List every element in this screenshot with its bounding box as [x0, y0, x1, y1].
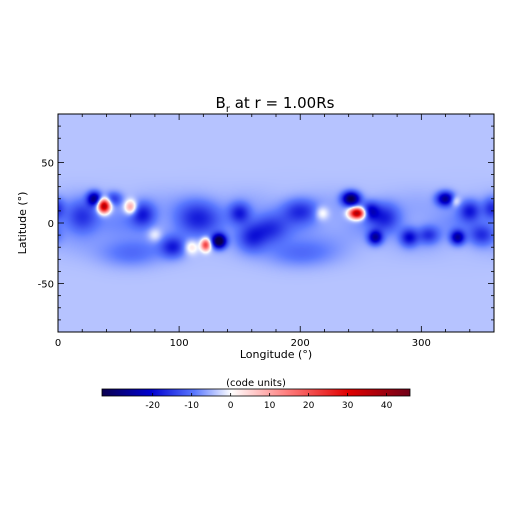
colorbar-tick-label: -10 [184, 401, 199, 411]
colorbar [101, 388, 411, 397]
colorbar-ticks: -20 -10 0 10 20 30 40 [145, 393, 393, 411]
chart-title: Br at r = 1.00Rs [216, 94, 335, 115]
x-tick-label: 200 [291, 338, 310, 349]
colorbar-label: (code units) [226, 378, 286, 389]
x-tick-label: 100 [170, 338, 189, 349]
colorbar-tick-label: 0 [228, 401, 234, 411]
title-main: B [216, 94, 226, 112]
heatmap-container [58, 114, 494, 332]
y-tick-label: -50 [38, 280, 54, 291]
colorbar-tick-label: 40 [381, 401, 393, 411]
heatmap-canvas [58, 114, 494, 332]
title-rest: at r = 1.00Rs [230, 94, 335, 112]
x-tick-label: 0 [55, 338, 61, 349]
y-tick-label: 0 [48, 219, 54, 230]
colorbar-tick-label: 10 [264, 401, 276, 411]
colorbar-tick-label: 20 [303, 401, 315, 411]
x-axis-label: Longitude (°) [240, 348, 312, 361]
x-tick-label: 300 [412, 338, 431, 349]
y-tick-label: 50 [41, 158, 54, 169]
axis-tick-labels: 0 100 200 300 -50 0 50 [38, 158, 431, 349]
title-subscript: r [226, 104, 231, 115]
axis-ticks [57, 114, 495, 332]
y-axis-label: Latitude (°) [16, 192, 29, 255]
colorbar-tick-label: 30 [342, 401, 354, 411]
colorbar-tick-label: -20 [145, 401, 160, 411]
